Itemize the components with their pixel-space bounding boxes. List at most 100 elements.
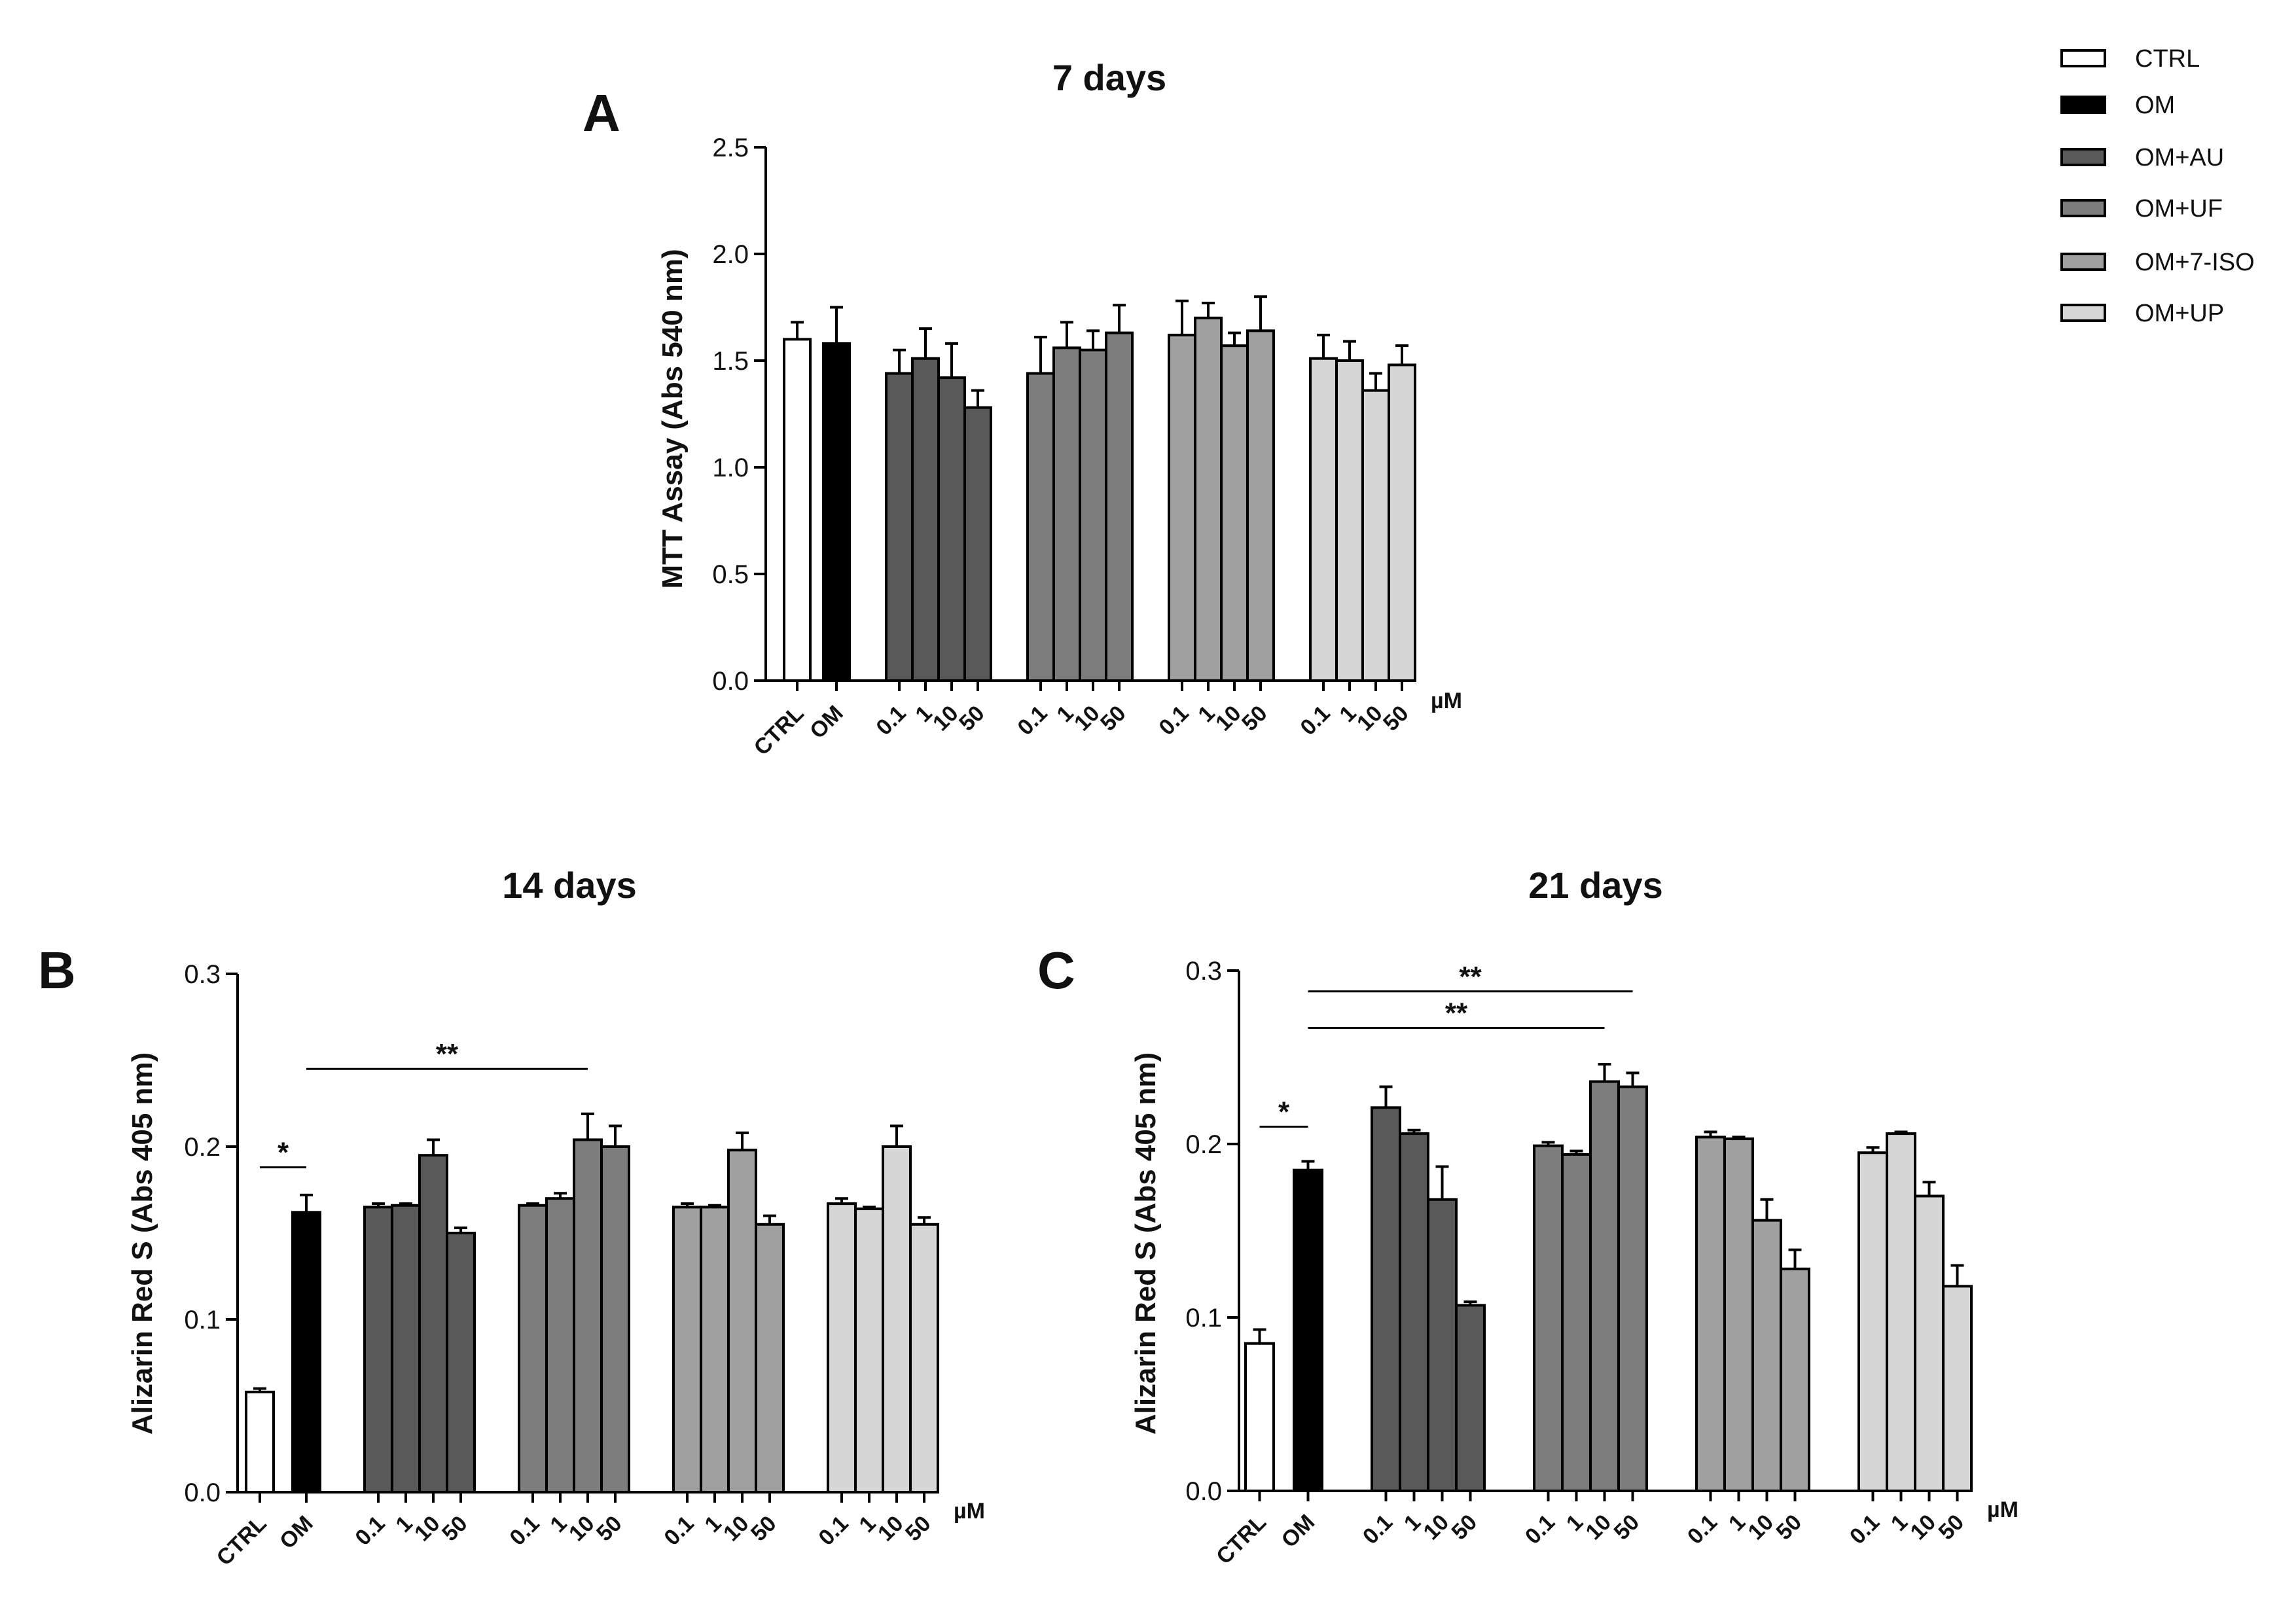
panel-c-bar [1780, 1267, 1810, 1493]
legend-label-om-up: OM+UP [2135, 300, 2224, 327]
panel-b-bar [755, 1223, 785, 1494]
panel-c-xtick-label: 0.1 [1683, 1510, 1722, 1549]
panel-c-xtick-label: 1 [1724, 1510, 1750, 1536]
panel-c-bar [1399, 1132, 1429, 1492]
panel-b-bar [418, 1154, 448, 1494]
panel-b-xtick-label: CTRL [212, 1511, 272, 1571]
panel-b-ytick-label: 0.0 [184, 1478, 221, 1507]
panel-a-bar [1079, 348, 1107, 682]
panel-c-bar [1723, 1137, 1754, 1493]
panel-c-bar [1589, 1080, 1620, 1492]
panel-c-bar [1942, 1285, 1973, 1493]
panel-b-ytick-label: 0.3 [184, 960, 221, 989]
panel-c-bar [1533, 1144, 1564, 1492]
panel-c-ytick-label: 0.3 [1185, 957, 1222, 986]
panel-c-ytick-label: 0.2 [1185, 1130, 1222, 1159]
panel-c-xtick-label: 50 [1609, 1510, 1645, 1545]
panel-c-ylabel: Alizarin Red S (Abs 405 nm) [1130, 1052, 1162, 1435]
panel-c-xtick-label: CTRL [1211, 1510, 1271, 1569]
panel-c-ytick-label: 0.1 [1185, 1304, 1222, 1333]
panel-b-bar [600, 1145, 630, 1494]
legend-swatch-om [2060, 96, 2106, 114]
panel-a-bar [911, 357, 940, 682]
panel-a-ytick-label: 2.5 [712, 134, 749, 162]
panel-a-ylabel: MTT Assay (Abs 540 nm) [656, 249, 689, 588]
panel-a-bar [1168, 333, 1196, 682]
panel-c-xtick-label: 1 [1886, 1510, 1912, 1536]
legend-swatch-om-uf [2060, 199, 2106, 217]
legend-item-om-7iso: OM+7-ISO [2060, 249, 2255, 276]
panel-a-bar [1220, 344, 1249, 682]
legend-swatch-om-au [2060, 148, 2106, 166]
legend-item-om-uf: OM+UF [2060, 195, 2223, 223]
panel-b-xtick-label: 50 [901, 1511, 936, 1547]
panel-a-unit-label: µM [1431, 689, 1462, 713]
panel-a-bar [1361, 389, 1390, 682]
panel-c-xtick-label: 50 [1934, 1510, 1969, 1545]
panel-c-bar [1886, 1132, 1916, 1492]
panel-c-xtick-label: 1 [1562, 1510, 1588, 1536]
panel-c-bar [1455, 1304, 1486, 1492]
panel-b-bar [700, 1206, 730, 1494]
panel-a-bar [963, 406, 992, 682]
panel-b-bar [672, 1206, 702, 1494]
panel-a-bar [1335, 359, 1364, 682]
panel-b-bar [446, 1232, 476, 1494]
panel-a-bar [1246, 329, 1275, 682]
panel-a-bar [822, 342, 851, 682]
panel-a-bar [885, 372, 914, 682]
legend-swatch-om-up [2060, 304, 2106, 322]
panel-c-bar [1561, 1153, 1592, 1492]
legend-label-om-au: OM+AU [2135, 144, 2224, 171]
panel-b-ytick-label: 0.1 [184, 1306, 221, 1334]
panel-b-xtick-label: 0.1 [814, 1511, 853, 1550]
panel-a-bar [1026, 372, 1055, 682]
panel-c-xtick-label: OM [1277, 1510, 1320, 1553]
panel-b-title: 14 days [502, 865, 637, 906]
panel-a-ytick-label: 0.5 [712, 560, 749, 589]
panel-b-xtick-label: 0.1 [350, 1511, 389, 1550]
panel-c-letter: C [1037, 941, 1075, 999]
panel-c-bar [1857, 1151, 1888, 1492]
panel-b-xtick-label: OM [275, 1511, 318, 1554]
panel-b-xtick-label: 0.1 [659, 1511, 698, 1550]
panel-c-title: 21 days [1528, 865, 1663, 906]
panel-c-significance-label: * [1278, 1096, 1290, 1128]
panel-a-ytick-label: 1.5 [712, 347, 749, 376]
panel-b-ytick-label: 0.2 [184, 1133, 221, 1162]
panel-a-bar [1309, 357, 1338, 682]
panel-b-ylabel: Alizarin Red S (Abs 405 nm) [126, 1052, 158, 1435]
panel-a-bar [1052, 346, 1081, 682]
panel-b-bar [573, 1138, 603, 1494]
panel-a-xtick-label: 50 [1237, 701, 1272, 736]
panel-c-xtick-label: 0.1 [1358, 1510, 1397, 1549]
panel-b-xtick-label: 50 [592, 1511, 627, 1547]
panel-b-bar [545, 1197, 575, 1494]
panel-b-bar [391, 1204, 421, 1494]
panel-c-bar [1695, 1136, 1726, 1492]
panel-c-xtick-label: 0.1 [1845, 1510, 1884, 1549]
legend-item-om-up: OM+UP [2060, 300, 2224, 327]
panel-a-ytick-label: 2.0 [712, 240, 749, 269]
panel-a-xtick-label: 50 [1096, 701, 1131, 736]
panel-b-significance-label: ** [436, 1038, 459, 1070]
panel-c-bar [1427, 1198, 1458, 1493]
panel-a-xtick-label: OM [805, 701, 848, 744]
legend-label-om-7iso: OM+7-ISO [2135, 249, 2255, 276]
panel-a-xtick-label: CTRL [749, 701, 809, 760]
panel-a-ytick-label: 1.0 [712, 454, 749, 482]
panel-a-xtick-label: 0.1 [1013, 701, 1052, 740]
legend-swatch-om-7iso [2060, 253, 2106, 271]
panel-b-bar [827, 1202, 857, 1494]
panel-b-bar [727, 1149, 757, 1494]
panel-a-bar [1105, 331, 1134, 682]
panel-a-title: 7 days [1052, 57, 1166, 98]
panel-b-xtick-label: 50 [746, 1511, 781, 1547]
panel-c-xtick-label: 0.1 [1520, 1510, 1560, 1549]
legend-label-ctrl: CTRL [2135, 45, 2200, 73]
panel-a-letter: A [583, 84, 620, 142]
panel-a-bar [1388, 363, 1416, 683]
